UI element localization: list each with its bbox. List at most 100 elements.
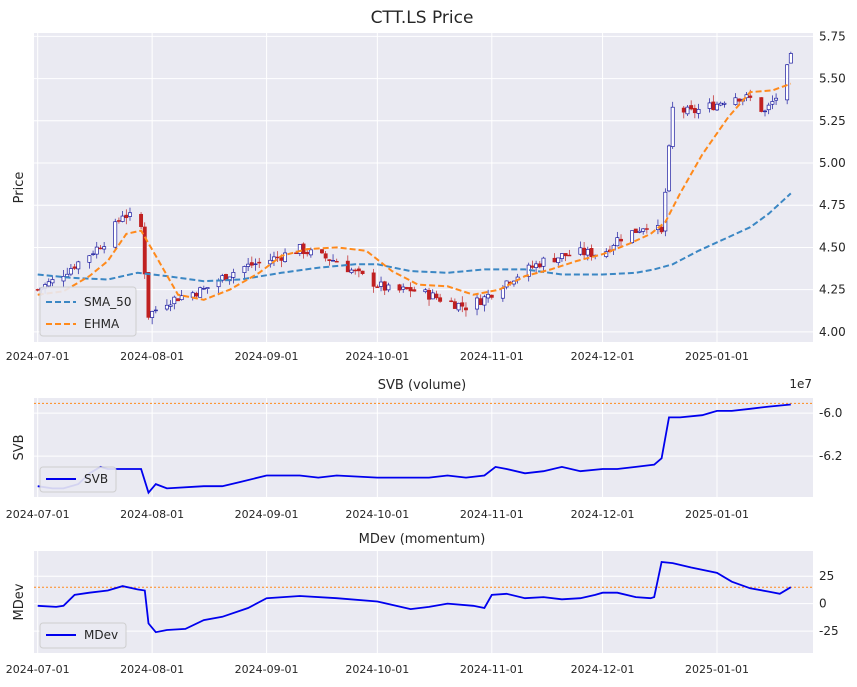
candle-body	[327, 259, 332, 261]
candle-body	[404, 287, 409, 290]
candle	[120, 211, 125, 223]
y-tick-label: -6.2	[819, 449, 842, 463]
candle-body	[308, 249, 313, 256]
candle	[788, 51, 793, 64]
candle	[246, 258, 251, 272]
candle	[408, 282, 413, 298]
x-tick-label: 2024-07-01	[6, 508, 70, 521]
candle	[397, 283, 402, 293]
series-line-svb	[37, 403, 791, 495]
candle-body	[379, 281, 383, 287]
candle	[619, 234, 623, 247]
candle	[102, 242, 107, 254]
legend-label: MDev	[84, 628, 118, 642]
x-tick-label: 2024-10-01	[345, 663, 409, 676]
candle-body	[172, 296, 177, 305]
x-tick-label: 2024-12-01	[571, 350, 635, 363]
candle-body	[168, 304, 173, 307]
y-tick-label: 5.25	[819, 114, 846, 128]
candle	[68, 263, 73, 276]
candle-body	[585, 248, 590, 256]
candle-body	[412, 289, 417, 292]
candle	[589, 244, 594, 261]
candle	[770, 95, 775, 110]
candle	[253, 258, 258, 271]
candle-body	[334, 260, 339, 263]
candle-body	[275, 256, 280, 259]
candle-body	[434, 293, 439, 299]
candle	[685, 104, 690, 116]
candle	[371, 268, 376, 293]
candle-body	[353, 269, 358, 272]
candle-body	[696, 108, 701, 114]
candle	[722, 101, 727, 108]
candle-body	[500, 288, 505, 299]
candle-body	[438, 297, 443, 302]
candle	[663, 188, 668, 237]
candle	[375, 284, 380, 288]
candle	[667, 144, 671, 193]
candle	[194, 291, 199, 299]
plot-area	[34, 551, 813, 653]
candle-body	[386, 284, 391, 291]
subplot-title: MDev (momentum)	[359, 532, 486, 547]
subplot-title: SVB (volume)	[378, 378, 467, 393]
candle	[423, 288, 428, 294]
candle-body	[216, 280, 221, 288]
candle-body	[176, 298, 180, 302]
axis-offset-label: 1e7	[789, 377, 812, 391]
chart-title: CTT.LS Price	[371, 8, 474, 28]
candle	[150, 310, 155, 325]
candle-body	[150, 311, 155, 318]
legend: SMA_50 EHMA	[39, 286, 137, 337]
candle	[283, 248, 288, 263]
candle	[434, 290, 439, 300]
candle	[231, 268, 236, 284]
candle-body	[427, 289, 431, 300]
candle	[578, 241, 583, 256]
candle	[707, 98, 712, 113]
candle	[113, 218, 118, 251]
candle	[475, 294, 479, 316]
y-tick-label: 5.00	[819, 156, 846, 170]
plot-area	[34, 398, 813, 497]
x-tick-label: 2024-08-01	[120, 508, 184, 521]
candle	[94, 241, 99, 259]
candle-body	[220, 275, 225, 281]
legend-label: EHMA	[84, 317, 120, 331]
candle-body	[35, 289, 40, 291]
candle-body	[249, 262, 254, 266]
candle-body	[567, 254, 572, 257]
y-tick-label: 4.25	[819, 283, 846, 297]
candle	[242, 265, 247, 279]
x-tick-label: 2025-01-01	[685, 663, 749, 676]
candle	[630, 230, 635, 244]
candle-body	[711, 101, 716, 111]
candle-body	[349, 269, 354, 273]
candle-body	[722, 102, 727, 105]
y-axis-label: MDev	[12, 583, 27, 620]
candle-body	[456, 302, 461, 311]
candle-body	[102, 246, 107, 250]
candle	[486, 289, 491, 303]
candle-body	[578, 247, 583, 255]
candle-body	[408, 287, 413, 292]
y-tick-label: 25	[819, 569, 834, 583]
candle	[386, 282, 391, 293]
candle-body	[663, 191, 668, 232]
candle-body	[692, 107, 697, 114]
candle	[91, 250, 96, 256]
panel-1: 2024-07-01 2024-08-01 2024-09-01 2024-10-01…	[6, 29, 846, 363]
series-line-ehma	[37, 82, 792, 301]
series-line-mdev	[37, 561, 792, 634]
candle	[452, 298, 457, 309]
candle-body	[320, 249, 324, 254]
candle-body	[534, 263, 539, 268]
candle-body	[253, 263, 258, 266]
candle	[164, 299, 169, 311]
candle	[46, 278, 51, 288]
candle	[763, 109, 767, 117]
candle	[438, 293, 443, 303]
candle	[412, 286, 417, 292]
